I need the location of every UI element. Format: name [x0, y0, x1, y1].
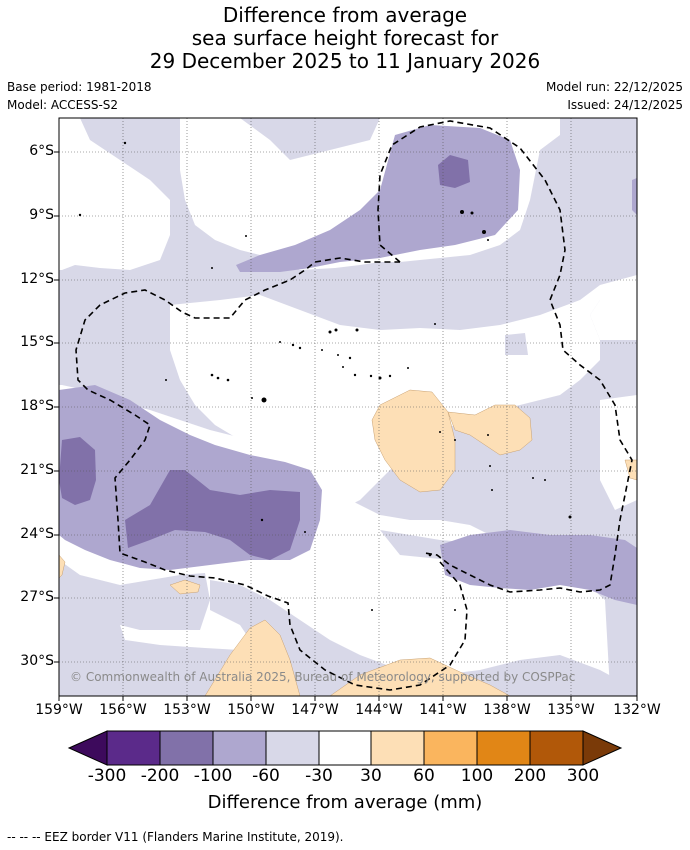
lat-label: 6°S	[29, 143, 54, 159]
colorbar	[67, 730, 623, 766]
lat-label: 18°S	[20, 398, 54, 414]
eez-border	[75, 120, 633, 691]
title-line-2: sea surface height forecast for	[191, 26, 499, 50]
map-title: Difference from average sea surface heig…	[0, 4, 690, 73]
colorbar-label: -300	[87, 766, 127, 786]
colorbar-label: 30	[360, 766, 382, 786]
colorbar-label: -200	[140, 766, 180, 786]
map-plot-area	[59, 118, 637, 696]
eez-legend: -- -- -- EEZ border V11 (Flanders Marine…	[7, 830, 344, 844]
colorbar-label: 100	[460, 766, 494, 786]
colorbar-title: Difference from average (mm)	[207, 792, 483, 813]
colorbar-segment	[159, 730, 214, 766]
lon-label: 138°W	[483, 702, 531, 718]
issued-date: Issued: 24/12/2025	[567, 98, 683, 112]
islands	[78, 141, 572, 611]
lon-label: 159°W	[35, 702, 83, 718]
lon-label: 144°W	[355, 702, 403, 718]
title-line-1: Difference from average	[222, 3, 468, 27]
lon-label: 132°W	[613, 702, 661, 718]
colorbar-segment	[370, 730, 425, 766]
meta-left: Base period: 1981-2018 Model: ACCESS-S2	[7, 78, 152, 114]
anomaly-band-positive	[59, 389, 637, 696]
colorbar-label: -30	[305, 766, 333, 786]
colorbar-extend-low	[67, 730, 108, 766]
lon-label: 153°W	[163, 702, 211, 718]
lat-label: 30°S	[20, 653, 54, 669]
lat-label: 12°S	[20, 271, 54, 287]
model-name: Model: ACCESS-S2	[7, 98, 119, 112]
lon-label: 150°W	[227, 702, 275, 718]
colorbar-segment	[318, 730, 372, 766]
colorbar-segment	[212, 730, 267, 766]
lat-label: 27°S	[20, 589, 54, 605]
model-run: Model run: 22/12/2025	[545, 80, 683, 94]
colorbar-label: 60	[413, 766, 435, 786]
colorbar-segment	[265, 730, 320, 766]
colorbar-label: 200	[513, 766, 547, 786]
colorbar-segment	[476, 730, 531, 766]
lon-label: 156°W	[99, 702, 147, 718]
title-line-3: 29 December 2025 to 11 January 2026	[149, 49, 541, 73]
lat-label: 24°S	[20, 526, 54, 542]
colorbar-segment	[529, 730, 584, 766]
colorbar-segment	[423, 730, 478, 766]
lon-label: 135°W	[547, 702, 595, 718]
meta-right: Model run: 22/12/2025 Issued: 24/12/2025	[546, 78, 683, 114]
lon-label: 141°W	[419, 702, 467, 718]
colorbar-label: -100	[193, 766, 233, 786]
colorbar-label: -60	[252, 766, 280, 786]
lat-label: 9°S	[29, 207, 54, 223]
lat-label: 21°S	[20, 462, 54, 478]
base-period: Base period: 1981-2018	[7, 80, 152, 94]
colorbar-extend-high	[582, 730, 623, 766]
copyright-text: © Commonwealth of Australia 2025, Bureau…	[70, 670, 575, 684]
axis-ticks	[54, 151, 638, 701]
lat-label: 15°S	[20, 334, 54, 350]
colorbar-segment	[106, 730, 161, 766]
colorbar-label: 300	[566, 766, 600, 786]
lon-label: 147°W	[291, 702, 339, 718]
